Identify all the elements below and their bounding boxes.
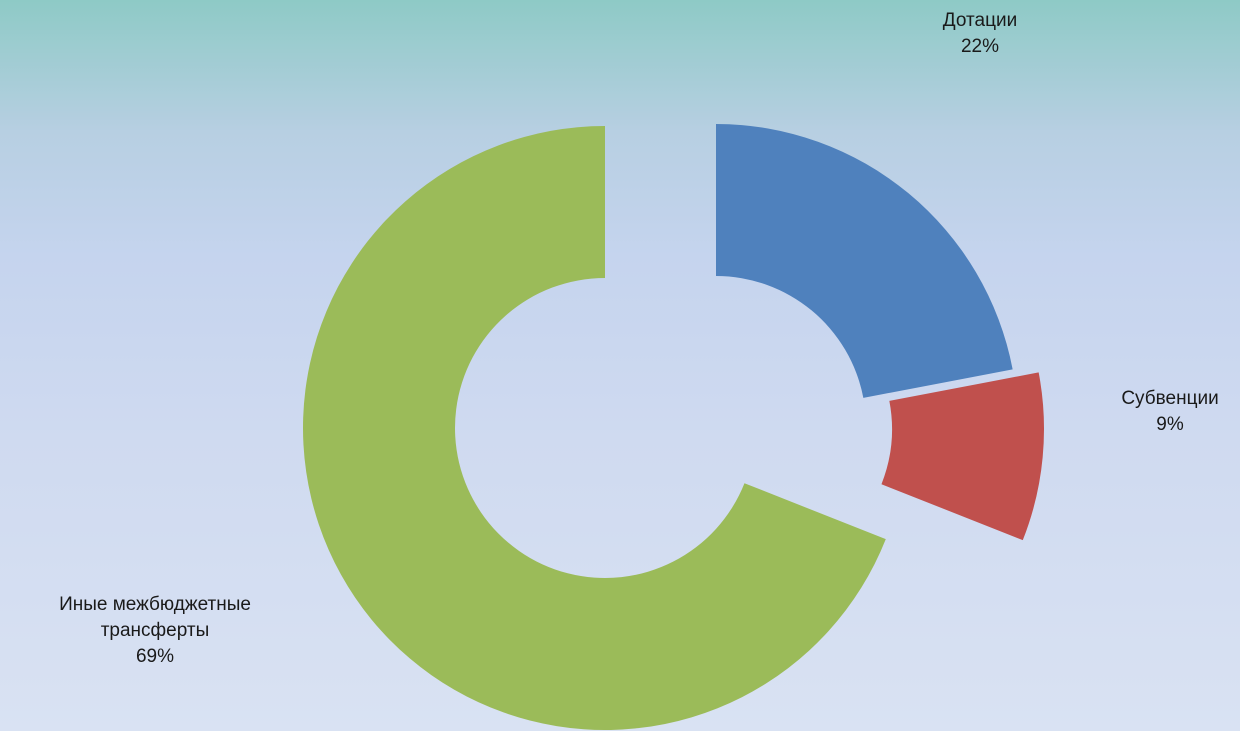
slice-label-dotacii-percent: 22% <box>960 36 1000 57</box>
slice-label-subvencii-name: Субвенции <box>1121 388 1219 409</box>
slice-label-inye-line2: трансферты <box>100 620 210 641</box>
slice-label-inye-percent: 69% <box>135 646 175 667</box>
slice-subvencii <box>881 372 1044 541</box>
slice-label-inye-line1: Иные межбюджетные <box>59 594 251 615</box>
slice-label-dotacii-name: Дотации <box>942 10 1018 31</box>
slice-label-inye-transferty: Иные межбюджетные трансферты 69% <box>25 592 285 670</box>
slice-label-dotacii: Дотации 22% <box>880 8 1080 60</box>
donut-slices <box>302 124 1044 730</box>
slice-inye-transferty <box>302 126 886 730</box>
slice-label-subvencii-percent: 9% <box>1156 414 1184 435</box>
slice-label-subvencii: Субвенции 9% <box>1070 386 1240 438</box>
slice-dotacii <box>716 124 1013 398</box>
